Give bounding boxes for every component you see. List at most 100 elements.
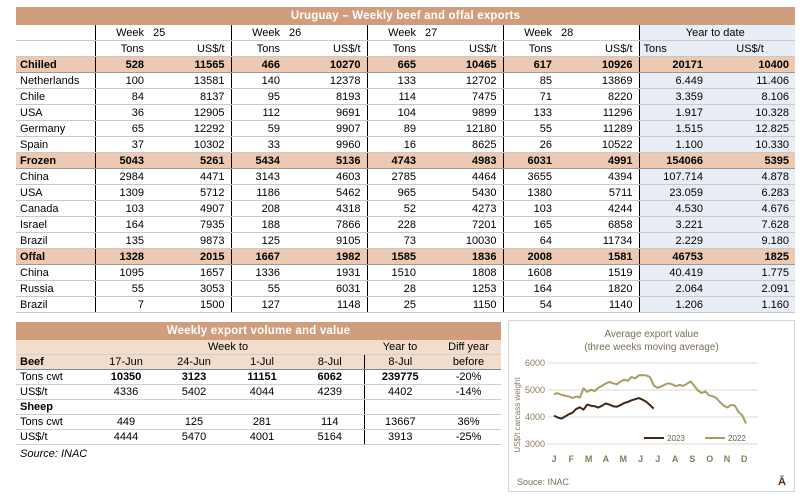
week-value-cell: 1836 — [422, 248, 503, 265]
week-value-cell: 1336 — [230, 264, 286, 281]
week-label: Week — [366, 25, 422, 41]
usdt-header: US$/t — [558, 40, 639, 57]
week-value-cell: 71 — [502, 88, 558, 105]
week-value-cell: 5434 — [230, 152, 286, 169]
ytd-value-cell: 9.180 — [709, 232, 796, 249]
ytd-value-cell: 11.406 — [709, 72, 796, 89]
row-label: USA — [16, 104, 95, 121]
metric-value-cell: 5164 — [296, 429, 365, 445]
week-value-cell: 2015 — [150, 248, 231, 265]
week-value-cell: 1585 — [366, 248, 422, 265]
week-value-cell: 1982 — [286, 248, 367, 265]
country-row: Chile 84 8137 95 8193 114 7475 71 8220 3.359 8.106 — [16, 88, 796, 105]
week-value-cell: 13581 — [150, 72, 231, 89]
ytd-value-cell: 1.515 — [638, 120, 709, 137]
chart-title: Average export value (three weeks moving… — [509, 328, 794, 354]
svg-text:US$/t carcass weight: US$/t carcass weight — [513, 377, 522, 453]
week-value-cell: 1820 — [558, 280, 639, 297]
country-row: Spain 37 10302 33 9960 16 8625 26 10522 1.100 10.3… — [16, 136, 796, 153]
week-value-cell: 1186 — [230, 184, 286, 201]
diff-year-header: Diff year — [436, 340, 502, 355]
country-row: China 1095 1657 1336 1931 1510 1808 1608 1519 40.… — [16, 264, 796, 281]
metric-value-cell: 4044 — [228, 384, 296, 400]
ytd-value-cell: 107.714 — [638, 168, 709, 185]
week-value-cell: 466 — [230, 56, 286, 73]
week-value-cell: 133 — [502, 104, 558, 121]
row-label: Germany — [16, 120, 95, 137]
week-value-cell: 9907 — [286, 120, 367, 137]
week-value-cell: 164 — [502, 280, 558, 297]
ytd-value-cell: 154066 — [638, 152, 709, 169]
week-value-cell: 10030 — [422, 232, 503, 249]
metric-value-cell — [160, 399, 228, 415]
row-label: Brazil — [16, 232, 95, 249]
ytd-value-cell: 2.229 — [638, 232, 709, 249]
metric-row: US$/t 4444 5470 4001 5164 3913 -25% — [16, 429, 502, 445]
svg-text:4000: 4000 — [525, 412, 545, 422]
week-value-cell: 5712 — [150, 184, 231, 201]
ytd-value-cell: 7.628 — [709, 216, 796, 233]
ytd-value-cell: 46753 — [638, 248, 709, 265]
svg-text:J: J — [655, 454, 660, 464]
week-value-cell: 11296 — [558, 104, 639, 121]
svg-text:J: J — [638, 454, 643, 464]
country-row: Russia 55 3053 55 6031 28 1253 164 1820 2.064 2.09… — [16, 280, 796, 297]
week-value-cell: 54 — [502, 296, 558, 313]
date-header: before — [436, 354, 502, 370]
section-row: Frozen 5043 5261 5434 5136 4743 4983 6031 4991 15… — [16, 152, 796, 169]
ytd-value-cell: 10400 — [709, 56, 796, 73]
country-row: Israel 164 7935 188 7866 228 7201 165 6858 3.221 7… — [16, 216, 796, 233]
week-number: 28 — [558, 25, 639, 41]
week-value-cell: 13869 — [558, 72, 639, 89]
country-row: USA 1309 5712 1186 5462 965 5430 1380 5711 23.059… — [16, 184, 796, 201]
main-table-title: Uruguay – Weekly beef and offal exports — [16, 7, 795, 25]
row-label: Russia — [16, 280, 95, 297]
chart-title-line2: (three weeks moving average) — [584, 342, 719, 353]
week-value-cell: 12292 — [150, 120, 231, 137]
sheep-section-row: Sheep — [16, 399, 502, 415]
ytd-value-cell: 5395 — [709, 152, 796, 169]
week-value-cell: 1309 — [94, 184, 150, 201]
row-label: China — [16, 168, 95, 185]
week-value-cell: 9873 — [150, 232, 231, 249]
ytd-value-cell: 8.106 — [709, 88, 796, 105]
week-value-cell: 7935 — [150, 216, 231, 233]
week-value-cell: 6858 — [558, 216, 639, 233]
week-value-cell: 617 — [502, 56, 558, 73]
metric-value-cell: 281 — [228, 414, 296, 430]
week-number: 26 — [286, 25, 367, 41]
week-value-cell: 1931 — [286, 264, 367, 281]
ytd-value-cell: 10.330 — [709, 136, 796, 153]
week-value-cell: 6031 — [286, 280, 367, 297]
svg-text:6000: 6000 — [525, 358, 545, 368]
beef-section-label: Beef — [16, 354, 92, 370]
week-value-cell: 11734 — [558, 232, 639, 249]
week-value-cell: 208 — [230, 200, 286, 217]
ytd-header: Year to date — [638, 25, 796, 41]
week-value-cell: 8193 — [286, 88, 367, 105]
metric-row: Tons cwt 449 125 281 114 13667 36% — [16, 414, 502, 430]
week-header-row: Week 25 Week 26 Week 27 Week 28 Year to … — [16, 25, 796, 41]
unit-header-row: Tons US$/t Tons US$/t Tons US$/t Tons US… — [16, 40, 796, 57]
ytd-value-cell: 4.530 — [638, 200, 709, 217]
week-value-cell: 100 — [94, 72, 150, 89]
svg-text:3000: 3000 — [525, 439, 545, 449]
week-value-cell: 1148 — [286, 296, 367, 313]
week-value-cell: 9960 — [286, 136, 367, 153]
metric-label: Tons cwt — [16, 369, 92, 385]
ytd-value-cell: 1.775 — [709, 264, 796, 281]
week-value-cell: 4983 — [422, 152, 503, 169]
metric-value-cell: 4402 — [363, 384, 437, 400]
svg-text:S: S — [689, 454, 695, 464]
svg-text:N: N — [724, 454, 731, 464]
ytd-value-cell: 10.328 — [709, 104, 796, 121]
date-header: 17-Jun — [92, 354, 160, 370]
metric-row: Tons cwt 10350 3123 11151 6062 239775 -20% — [16, 369, 502, 385]
metric-value-cell: 6062 — [296, 369, 365, 385]
date-header: 1-Jul — [228, 354, 296, 370]
week-value-cell: 73 — [366, 232, 422, 249]
week-value-cell: 64 — [502, 232, 558, 249]
week-value-cell: 3655 — [502, 168, 558, 185]
week-value-cell: 1510 — [366, 264, 422, 281]
ytd-value-cell: 1825 — [709, 248, 796, 265]
